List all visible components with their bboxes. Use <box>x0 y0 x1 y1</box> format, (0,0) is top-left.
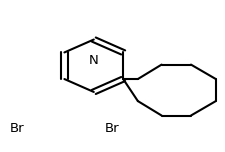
Text: Br: Br <box>10 122 24 135</box>
Text: N: N <box>88 54 98 67</box>
Text: Br: Br <box>104 122 119 135</box>
